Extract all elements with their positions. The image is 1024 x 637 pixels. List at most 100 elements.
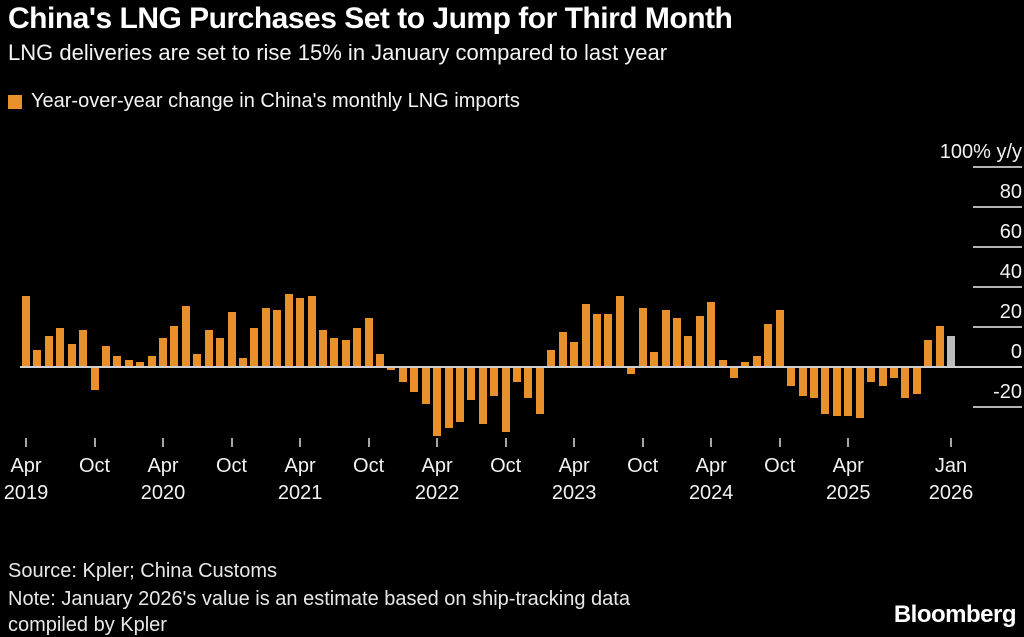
bar-Nov-2021 [376, 354, 385, 366]
x-axis-year-2025: 2025 [825, 482, 871, 504]
x-tick-mark-Apr2022 [436, 438, 439, 447]
bar-Feb-2022 [410, 368, 419, 392]
x-axis-month-Oct: Oct [627, 455, 659, 477]
bar-Jun-2021 [318, 330, 327, 366]
bar-Sep-2019 [79, 330, 88, 366]
bar-Apr-2024 [707, 302, 716, 366]
bar-Aug-2024 [752, 356, 761, 366]
bar-Jan-2024 [672, 318, 681, 366]
bar-Jun-2023 [593, 314, 601, 366]
bar-Oct-2022 [501, 368, 510, 432]
bar-Jan-2020 [124, 360, 133, 366]
bar-Aug-2023 [615, 296, 624, 366]
x-axis-year-2022: 2022 [414, 482, 460, 504]
bar-Apr-2023 [570, 342, 579, 366]
bar-Aug-2025 [889, 368, 898, 378]
bar-Apr-2020 [159, 338, 168, 366]
x-axis-month-Apr2020: Apr [147, 455, 179, 477]
source-line: Source: Kpler; China Customs [8, 560, 278, 582]
bar-Aug-2022 [478, 368, 487, 424]
bar-Jun-2019 [44, 336, 53, 366]
x-tick-mark-Apr2020 [162, 438, 165, 447]
x-axis-month-Oct: Oct [78, 455, 111, 477]
bar-Mar-2022 [421, 368, 430, 404]
x-axis-month-Apr2019: Apr [10, 455, 42, 477]
bar-Jul-2022 [467, 368, 476, 400]
chart-legend: Year-over-year change in China's monthly… [8, 90, 520, 113]
bar-Jul-2025 [878, 368, 887, 386]
bar-Mar-2020 [147, 356, 156, 366]
bar-Oct-2024 [775, 310, 784, 366]
x-axis-month-Oct: Oct [353, 455, 385, 477]
bar-Dec-2019 [113, 356, 122, 366]
bar-Jan-2023 [535, 368, 544, 414]
bar-Jul-2019 [56, 328, 65, 366]
y-tick-line--20 [973, 406, 1022, 408]
x-axis-year-2020: 2020 [140, 482, 186, 504]
bar-Jun-2022 [455, 368, 464, 422]
bar-May-2024 [718, 360, 727, 366]
bar-Sep-2025 [901, 368, 910, 398]
bar-Mar-2021 [284, 294, 293, 366]
bar-Feb-2020 [136, 362, 145, 366]
bar-Mar-2024 [695, 316, 704, 366]
y-axis-label-20: 20 [999, 301, 1022, 323]
bar-Jan-2021 [261, 308, 270, 366]
bar-Feb-2025 [821, 368, 830, 414]
x-axis-year-2019: 2019 [3, 482, 49, 504]
x-tick-mark-Oct [778, 438, 781, 447]
y-axis-label-40: 40 [999, 261, 1022, 283]
bar-Nov-2022 [513, 368, 522, 382]
y-tick-line-20 [973, 326, 1022, 328]
x-axis-month-Apr2022: Apr [421, 455, 453, 477]
bar-May-2023 [581, 304, 590, 366]
y-tick-line-80 [973, 206, 1022, 208]
bar-Feb-2023 [547, 350, 556, 366]
bar-Dec-2024 [798, 368, 807, 396]
x-tick-mark-Oct [504, 438, 507, 447]
bar-Dec-2025 [935, 326, 944, 366]
bar-Jan-2026 [947, 336, 956, 366]
x-tick-mark-Oct [230, 438, 233, 447]
bar-Oct-2021 [364, 318, 373, 366]
x-tick-mark-Oct [93, 438, 96, 447]
y-tick-line-60 [973, 246, 1022, 248]
x-axis-month-Apr2023: Apr [558, 455, 590, 477]
note-line: Note: January 2026's value is an estimat… [8, 588, 630, 636]
bar-Nov-2023 [650, 352, 659, 366]
bar-Apr-2019 [22, 296, 30, 366]
bar-May-2020 [170, 326, 179, 366]
bloomberg-logo: Bloomberg [893, 601, 1017, 628]
bar-Aug-2019 [67, 344, 76, 366]
x-axis-month-Jan2026: Jan [934, 455, 968, 477]
bar-Sep-2021 [353, 328, 362, 366]
bar-Nov-2019 [101, 346, 110, 366]
y-axis-label--20: -20 [993, 381, 1022, 403]
y-axis-label-60: 60 [999, 221, 1022, 243]
bar-Apr-2025 [844, 368, 853, 416]
bar-Oct-2023 [638, 308, 647, 366]
x-axis-month-Oct: Oct [764, 455, 796, 477]
bar-Sep-2023 [627, 368, 636, 374]
bar-Apr-2022 [433, 368, 442, 436]
x-axis-month-Apr2025: Apr [832, 455, 864, 477]
x-axis-year-2024: 2024 [688, 482, 734, 504]
bar-Jan-2022 [398, 368, 407, 382]
bar-Dec-2021 [387, 368, 396, 370]
x-tick-mark-Jan2026 [950, 438, 953, 447]
x-axis-month-Oct: Oct [490, 455, 522, 477]
bar-Jul-2021 [330, 338, 339, 366]
bar-Sep-2022 [490, 368, 499, 396]
x-axis-year-2026: 2026 [928, 482, 974, 504]
x-tick-mark-Oct [367, 438, 370, 447]
bar-May-2022 [444, 368, 453, 428]
x-axis-month-Apr2024: Apr [695, 455, 727, 477]
x-tick-mark-Apr2019 [25, 438, 27, 447]
x-tick-mark-Apr2023 [573, 438, 576, 447]
bar-Mar-2025 [832, 368, 841, 416]
bar-Aug-2021 [341, 340, 350, 366]
bar-Jul-2023 [604, 314, 613, 366]
bar-Dec-2022 [524, 368, 533, 398]
y-tick-line-40 [973, 286, 1022, 288]
